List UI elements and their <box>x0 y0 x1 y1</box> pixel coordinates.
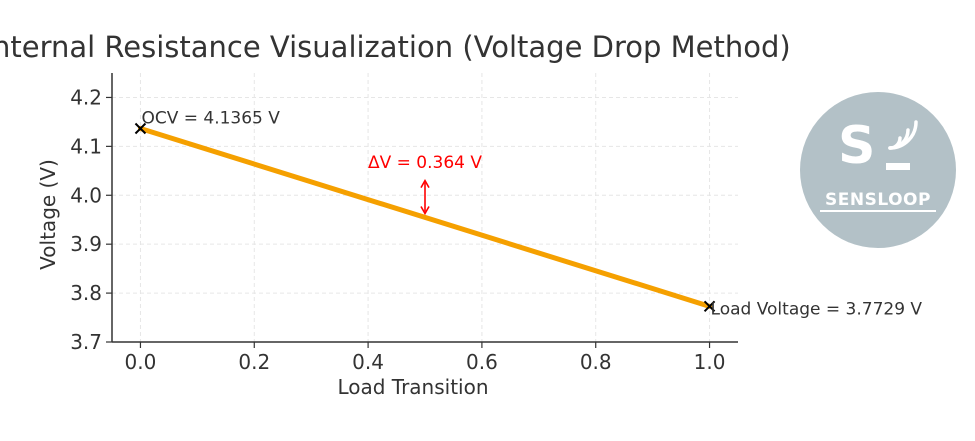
wireless-signal-icon <box>888 120 918 150</box>
voltage-series-line <box>137 126 713 309</box>
load-voltage-annotation: Load Voltage = 3.7729 V <box>711 299 923 319</box>
y-tick-label: 4.2 <box>70 85 102 109</box>
y-tick-label: 4.1 <box>70 134 102 158</box>
logo-wordmark: SENSLOOP <box>825 190 931 210</box>
y-tick-label: 3.8 <box>70 281 102 305</box>
x-tick-label: 0.2 <box>238 350 270 374</box>
x-tick-label: 0.6 <box>466 350 498 374</box>
x-tick-label: 0.4 <box>352 350 384 374</box>
delta-v-annotation: ΔV = 0.364 V <box>368 153 482 173</box>
data-point-marker <box>703 300 716 313</box>
delta-v-arrow-head-top <box>420 178 430 188</box>
logo-underscore <box>886 163 910 170</box>
y-tick-label: 3.7 <box>70 330 102 354</box>
ocv-annotation: OCV = 4.1365 V <box>141 109 280 129</box>
y-tick-label: 4.0 <box>70 183 102 207</box>
sensloop-logo: S SENSLOOP <box>800 92 956 248</box>
delta-v-arrow-head-bottom <box>420 206 430 216</box>
chart-title-text: nternal Resistance Visualization (Voltag… <box>0 30 791 64</box>
x-tick-label: 0.0 <box>125 350 157 374</box>
chart-title: nternal Resistance Visualization (Voltag… <box>0 30 975 74</box>
x-axis-label: Load Transition <box>337 375 488 399</box>
y-axis-label: Voltage (V) <box>36 159 60 270</box>
logo-underline <box>820 210 936 212</box>
x-tick-label: 1.0 <box>694 350 726 374</box>
y-tick-label: 3.9 <box>70 232 102 256</box>
data-point-marker <box>134 122 147 135</box>
x-tick-label: 0.8 <box>580 350 612 374</box>
logo-letter: S <box>838 116 876 176</box>
